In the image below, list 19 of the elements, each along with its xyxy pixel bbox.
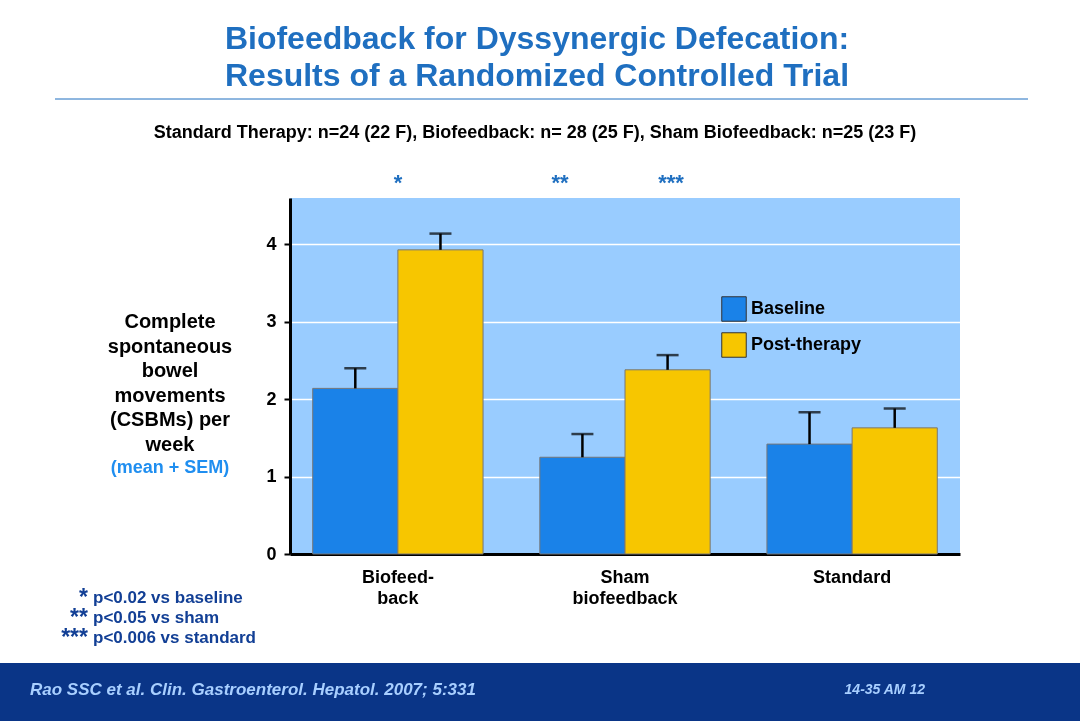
text: (mean + SEM) (110, 457, 230, 477)
legend-label: Baseline (751, 298, 826, 318)
y-tick-label: 3 (266, 311, 277, 332)
y-axis-title: Complete spontaneous bowel movements (CSBMs) per week (107, 310, 233, 455)
text: 14-35 AM 12 (844, 681, 926, 697)
y-tick-label: 4 (266, 233, 277, 254)
chart-title: Biofeedback for Dyssynergic Defecation: Results of a Randomized Controlled Trial (224, 20, 850, 93)
legend-label: Post-therapy (751, 334, 862, 354)
text: ** (551, 170, 569, 195)
x-tick-label: Sham biofeedback (572, 566, 679, 608)
x-tick-label: Biofeed- back (361, 566, 434, 608)
text: * (393, 170, 403, 195)
y-tick-label: 0 (266, 543, 277, 564)
text: Rao SSC et al. Clin. Gastroenterol. Hepatol. 2007; 5:331 (30, 680, 476, 699)
x-tick-label: Standard (813, 566, 892, 587)
text: *** (658, 170, 685, 195)
y-tick-label: 2 (266, 388, 277, 409)
chart-subtitle: Standard Therapy: n=24 (22 F), Biofeedback: n= 28 (25 F), Sham Biofeedback: n=25 (23 F) (153, 122, 917, 142)
y-tick-label: 1 (266, 466, 277, 487)
